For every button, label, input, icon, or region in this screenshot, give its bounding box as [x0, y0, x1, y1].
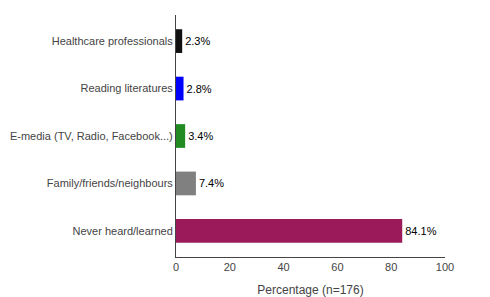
svg-text:Reading literatures: Reading literatures — [80, 82, 173, 94]
svg-text:Percentage (n=176): Percentage (n=176) — [257, 283, 363, 297]
svg-text:20: 20 — [224, 261, 236, 273]
svg-text:E-media (TV, Radio, Facebook..: E-media (TV, Radio, Facebook...) — [10, 130, 173, 142]
svg-text:Family/friends/neighbours: Family/friends/neighbours — [47, 177, 173, 189]
svg-text:Healthcare professionals: Healthcare professionals — [52, 35, 174, 47]
svg-text:2.8%: 2.8% — [187, 83, 212, 95]
svg-text:60: 60 — [331, 261, 343, 273]
svg-text:3.4%: 3.4% — [188, 130, 213, 142]
svg-text:0: 0 — [173, 261, 179, 273]
svg-text:2.3%: 2.3% — [185, 35, 210, 47]
svg-text:Never heard/learned: Never heard/learned — [73, 225, 173, 237]
svg-text:84.1%: 84.1% — [405, 225, 436, 237]
svg-text:80: 80 — [385, 261, 397, 273]
svg-text:100: 100 — [436, 261, 454, 273]
svg-text:40: 40 — [277, 261, 289, 273]
svg-text:7.4%: 7.4% — [199, 177, 224, 189]
